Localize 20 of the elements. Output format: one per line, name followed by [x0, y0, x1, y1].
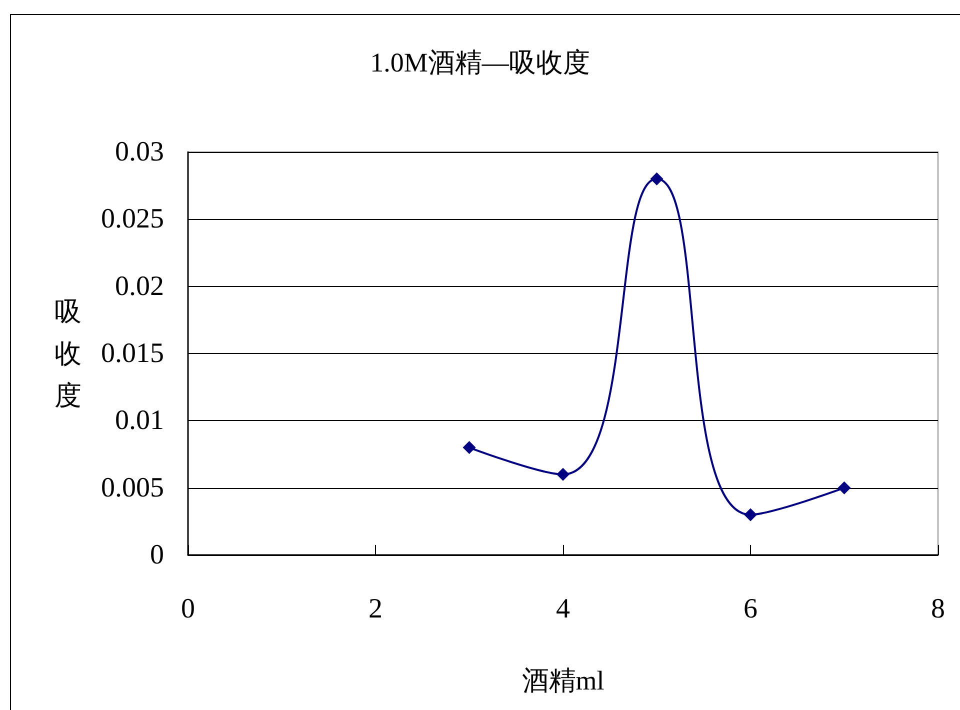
- x-tick-label: 2: [368, 594, 382, 624]
- point: [556, 468, 570, 481]
- y-tick-label: 0.03: [115, 136, 164, 168]
- point: [744, 508, 757, 522]
- y-axis-title: 吸收度: [54, 296, 82, 410]
- x-axis-title: 酒精ml: [522, 666, 604, 696]
- y-tick-label: 0.005: [101, 472, 164, 504]
- y-tick-label: 0: [150, 540, 164, 570]
- x-tick-label: 4: [556, 594, 570, 624]
- x-tick-label: 6: [744, 594, 758, 624]
- y-tick-label: 0.02: [115, 270, 164, 302]
- point: [838, 481, 851, 494]
- y-tick-label: 0.01: [115, 405, 164, 436]
- point: [650, 172, 664, 186]
- chart-title: 1.0M酒精—吸收度: [370, 48, 590, 78]
- point: [462, 441, 476, 454]
- y-tick-label: 0.025: [101, 204, 164, 235]
- x-tick-label: 0: [181, 594, 195, 624]
- x-tick-label: 8: [931, 594, 945, 624]
- y-tick-label: 0.015: [101, 338, 164, 369]
